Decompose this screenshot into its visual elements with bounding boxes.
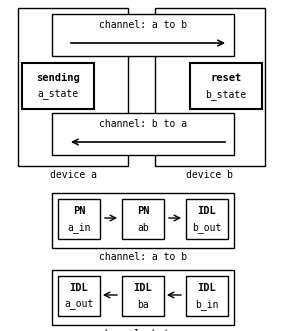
Bar (190, 63, 262, 109)
Bar (186, 276, 228, 316)
Bar (122, 199, 164, 239)
Bar (52, 270, 234, 325)
Bar (186, 199, 228, 239)
Bar (155, 8, 265, 166)
Bar (52, 113, 234, 155)
Text: channel: b to a: channel: b to a (99, 329, 187, 331)
Text: PN: PN (73, 206, 85, 216)
Text: channel: a to b: channel: a to b (99, 20, 187, 30)
Text: IDL: IDL (198, 283, 216, 293)
Bar (22, 63, 94, 109)
Bar (52, 14, 234, 56)
Text: device b: device b (186, 170, 233, 180)
Text: b_state: b_state (205, 90, 247, 100)
Text: IDL: IDL (70, 283, 88, 293)
Text: a_state: a_state (37, 90, 79, 100)
Text: channel: a to b: channel: a to b (99, 252, 187, 262)
Text: a_in: a_in (67, 222, 91, 233)
Text: IDL: IDL (198, 206, 216, 216)
Text: reset: reset (210, 73, 242, 83)
Text: sending: sending (36, 73, 80, 83)
Text: channel: b to a: channel: b to a (99, 119, 187, 129)
Text: ba: ba (137, 300, 149, 310)
Bar (122, 276, 164, 316)
Bar (18, 8, 128, 166)
Bar (58, 276, 100, 316)
Text: PN: PN (137, 206, 149, 216)
Text: b_in: b_in (195, 300, 219, 310)
Bar (52, 193, 234, 248)
Text: b_out: b_out (192, 222, 222, 233)
Bar (58, 199, 100, 239)
Text: IDL: IDL (134, 283, 152, 293)
Text: a_out: a_out (64, 300, 94, 310)
Text: device a: device a (50, 170, 97, 180)
Text: ab: ab (137, 223, 149, 233)
